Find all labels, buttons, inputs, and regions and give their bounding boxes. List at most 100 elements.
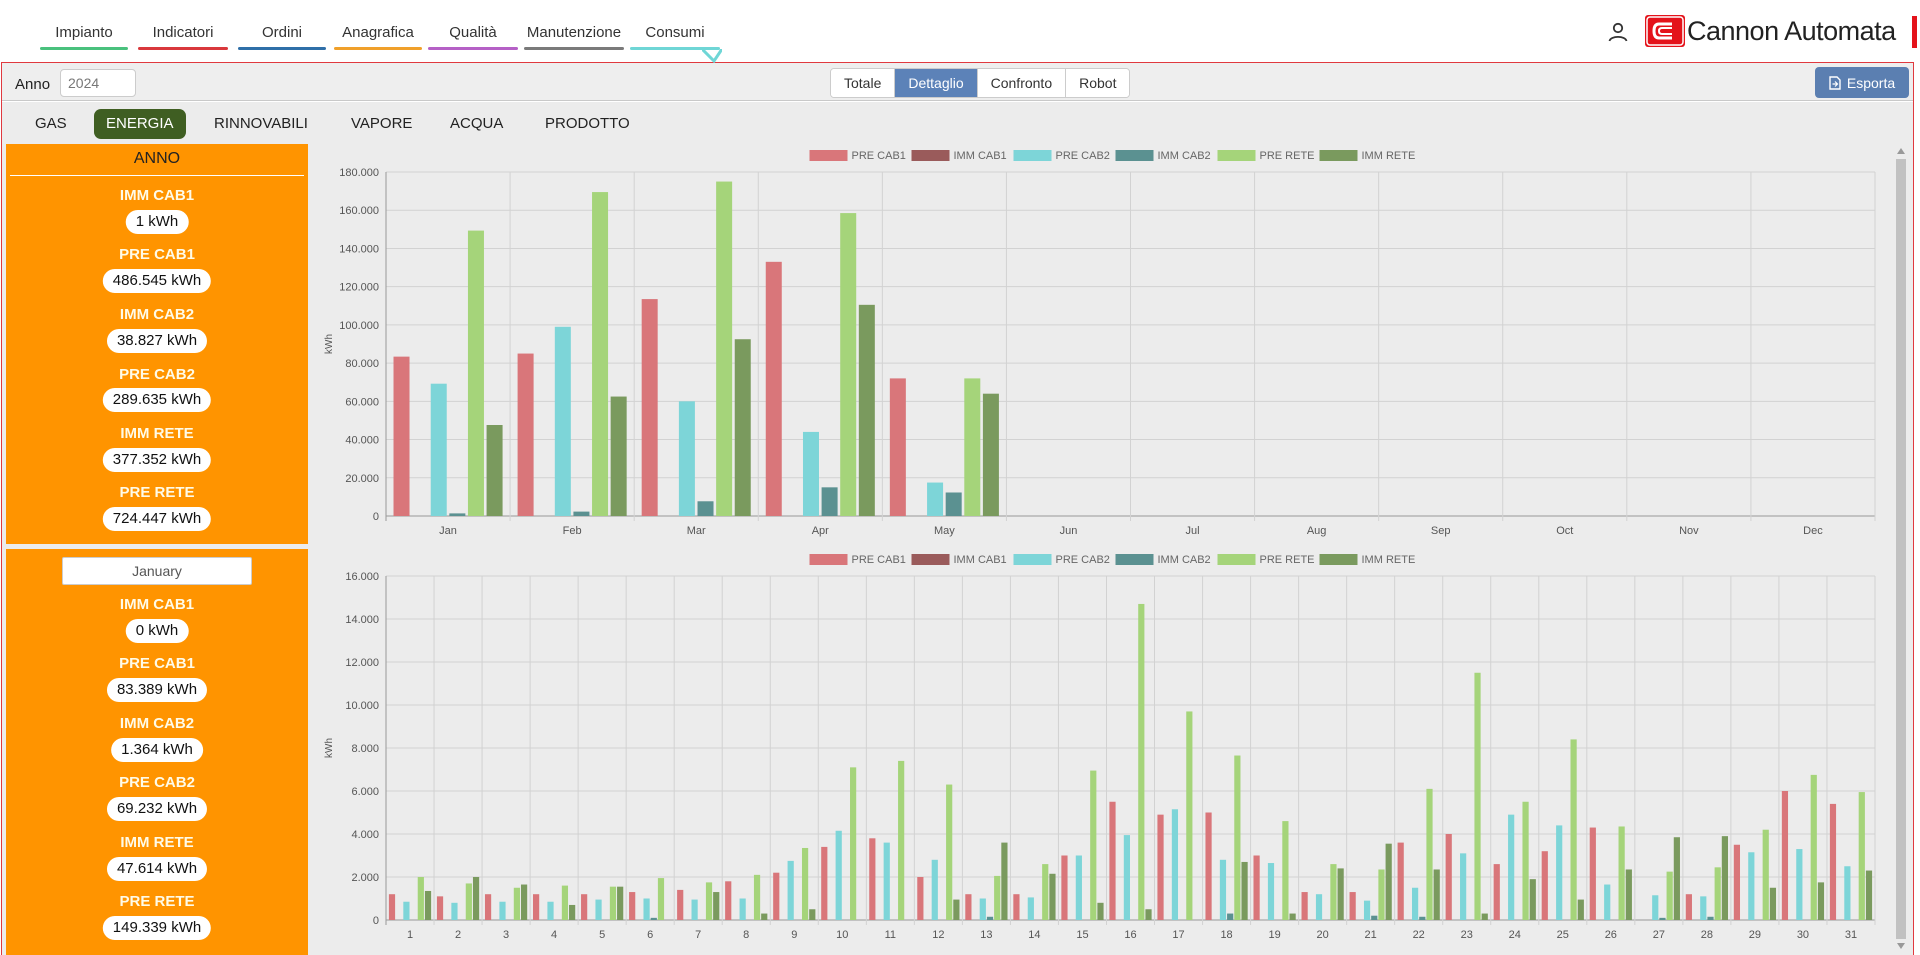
bar bbox=[1460, 853, 1467, 920]
bar bbox=[917, 877, 924, 920]
bar bbox=[1001, 842, 1008, 920]
bar bbox=[1219, 859, 1227, 920]
nav-item-qualita[interactable]: Qualità bbox=[428, 24, 518, 50]
bar bbox=[1349, 892, 1356, 920]
tab-totale[interactable]: Totale bbox=[831, 69, 896, 97]
y-tick-label: 20.000 bbox=[345, 473, 379, 485]
bar bbox=[1397, 842, 1404, 920]
tab-energia[interactable]: ENERGIA bbox=[94, 109, 186, 139]
legend-label: IMM RETE bbox=[1362, 554, 1416, 566]
nav-item-anagrafica[interactable]: Anagrafica bbox=[334, 24, 422, 50]
kpi-number: 47.614 bbox=[116, 860, 163, 877]
bar bbox=[1781, 791, 1789, 920]
bar bbox=[946, 784, 953, 920]
bar bbox=[678, 401, 695, 516]
bar bbox=[725, 881, 732, 920]
panel-title: ANNO bbox=[10, 144, 304, 176]
bar bbox=[927, 482, 944, 516]
nav-item-label: Anagrafica bbox=[342, 24, 414, 41]
month-select[interactable]: January bbox=[62, 557, 252, 585]
bar bbox=[953, 899, 960, 920]
bar bbox=[1714, 867, 1721, 920]
year-input[interactable] bbox=[60, 69, 136, 97]
scrollbar[interactable] bbox=[1894, 145, 1908, 952]
x-tick-label: Oct bbox=[1556, 525, 1573, 537]
x-tick-label: Feb bbox=[563, 525, 582, 537]
tab-vapore[interactable]: VAPORE bbox=[351, 115, 413, 132]
tab-gas[interactable]: GAS bbox=[35, 115, 67, 132]
x-tick-label: Sep bbox=[1431, 525, 1451, 537]
top-navigation: Impianto Indicatori Ordini Anagrafica Qu… bbox=[0, 0, 1920, 62]
bar bbox=[898, 760, 905, 920]
bar bbox=[821, 487, 838, 516]
bar bbox=[1577, 899, 1584, 920]
nav-item-indicatori[interactable]: Indicatori bbox=[138, 24, 228, 50]
nav-item-consumi[interactable]: Consumi bbox=[630, 24, 720, 50]
tab-dettaglio[interactable]: Dettaglio bbox=[895, 69, 978, 97]
bar bbox=[472, 877, 480, 920]
bar bbox=[641, 299, 658, 516]
brand-logo: Cannon Automata bbox=[1645, 14, 1896, 48]
bar bbox=[1205, 812, 1212, 920]
bar bbox=[569, 904, 576, 920]
kpi-label: IMM RETE bbox=[120, 425, 194, 442]
tab-robot[interactable]: Robot bbox=[1066, 69, 1130, 97]
bar bbox=[1234, 755, 1241, 920]
brand-accent-bar bbox=[1912, 16, 1917, 48]
bar bbox=[657, 878, 665, 920]
kpi-unit: kWh bbox=[162, 741, 193, 758]
nav-item-manutenzione[interactable]: Manutenzione bbox=[524, 24, 624, 50]
bar bbox=[436, 896, 444, 920]
x-tick-label: Nov bbox=[1679, 525, 1699, 537]
y-tick-label: 2.000 bbox=[351, 872, 379, 884]
tab-prodotto[interactable]: PRODOTTO bbox=[545, 115, 630, 132]
tab-confronto[interactable]: Confronto bbox=[977, 69, 1067, 97]
bar bbox=[430, 383, 447, 516]
bar bbox=[1700, 896, 1707, 920]
bar bbox=[773, 872, 780, 920]
bar bbox=[1865, 870, 1873, 920]
tab-rinnovabili[interactable]: RINNOVABILI bbox=[214, 115, 308, 132]
tab-acqua[interactable]: ACQUA bbox=[450, 115, 504, 132]
x-tick-label: 29 bbox=[1749, 929, 1761, 941]
legend-swatch bbox=[1319, 150, 1358, 161]
bar bbox=[1138, 603, 1145, 920]
kpi-value: 724.447 kWh bbox=[102, 507, 212, 531]
y-tick-label: 14.000 bbox=[345, 614, 379, 626]
bar bbox=[994, 875, 1001, 920]
nav-item-impianto[interactable]: Impianto bbox=[40, 24, 128, 50]
kpi-label: PRE CAB1 bbox=[119, 246, 195, 263]
bar bbox=[573, 511, 590, 516]
bar bbox=[1659, 917, 1666, 920]
export-button[interactable]: Esporta bbox=[1815, 67, 1909, 98]
bar bbox=[1652, 895, 1659, 920]
bar bbox=[883, 842, 890, 920]
bar bbox=[986, 916, 994, 920]
bar bbox=[1253, 855, 1260, 920]
bar bbox=[1474, 672, 1481, 920]
kpi-number: 83.389 bbox=[116, 681, 163, 698]
chart-grid: 0 2.000 4.000 6.000 8.000 10.000 12.000 14.000 1… bbox=[324, 571, 1876, 941]
bar bbox=[486, 425, 503, 516]
user-icon[interactable] bbox=[1606, 20, 1630, 44]
toolbar: Anno Totale Dettaglio Confronto Robot Es… bbox=[2, 63, 1913, 101]
scrollbar-thumb[interactable] bbox=[1896, 159, 1906, 939]
y-tick-label: 16.000 bbox=[345, 571, 379, 583]
y-tick-label: 180.000 bbox=[339, 167, 379, 179]
bar bbox=[609, 886, 617, 920]
scroll-up-icon[interactable] bbox=[1897, 148, 1905, 154]
nav-item-ordini[interactable]: Ordini bbox=[238, 24, 326, 50]
x-tick-label: 4 bbox=[551, 929, 557, 941]
bar bbox=[1075, 855, 1082, 920]
x-tick-label: 2 bbox=[455, 929, 461, 941]
bar bbox=[1411, 887, 1419, 920]
bar bbox=[1733, 844, 1741, 920]
kpi-value: 149.339 kWh bbox=[102, 916, 212, 940]
bar bbox=[1556, 825, 1563, 920]
kpi-number: 38.827 bbox=[116, 332, 163, 349]
bar bbox=[1330, 864, 1337, 920]
bar bbox=[1844, 866, 1851, 920]
bar bbox=[1721, 836, 1728, 920]
scroll-down-icon[interactable] bbox=[1897, 943, 1905, 949]
y-tick-label: 60.000 bbox=[345, 396, 379, 408]
